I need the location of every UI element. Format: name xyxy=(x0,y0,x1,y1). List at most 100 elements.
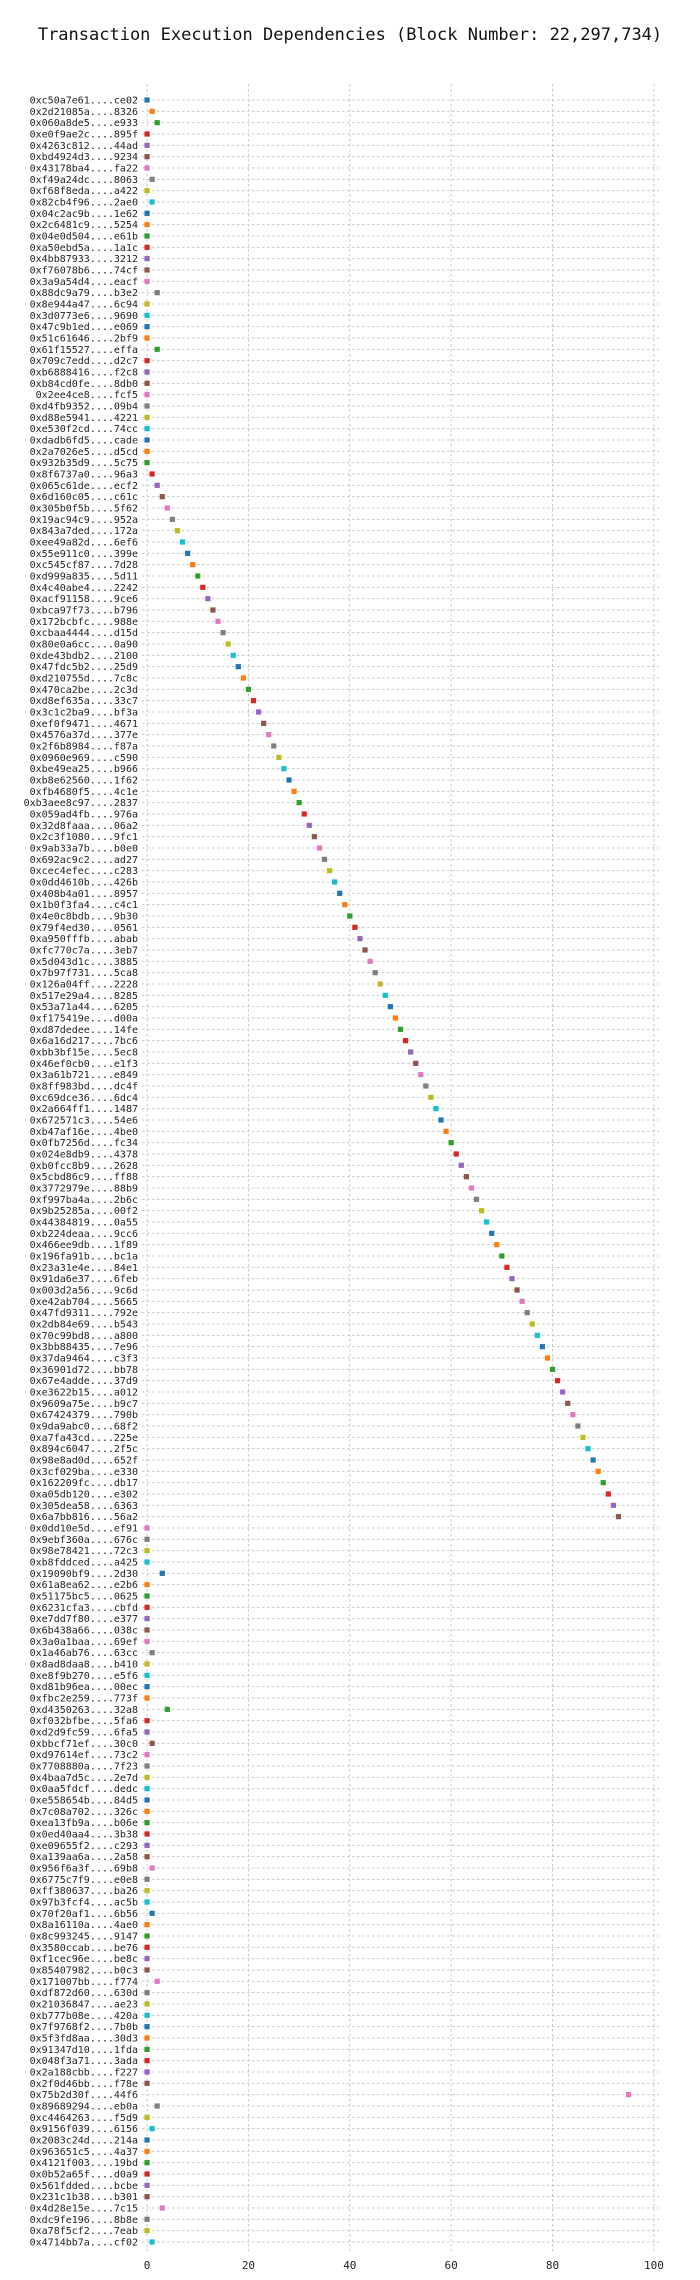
tx-label: 0x8ad8daa8....b410 xyxy=(30,1660,138,1671)
tx-label: 0xe530f2cd....74cc xyxy=(30,424,138,435)
tx-label: 0x894c6047....2f5c xyxy=(30,1444,138,1455)
data-point xyxy=(144,380,150,386)
tx-label: 0xbca97f73....b796 xyxy=(30,606,138,617)
data-point xyxy=(144,392,150,398)
data-point xyxy=(190,562,196,568)
data-point xyxy=(499,1253,505,1259)
data-point xyxy=(570,1412,576,1418)
data-point xyxy=(367,958,373,964)
tx-label: 0x692ac9c2....ad27 xyxy=(30,855,138,866)
data-point xyxy=(144,2001,150,2007)
tx-label: 0xd2d9fc59....6fa5 xyxy=(30,1728,138,1739)
tx-label: 0x3a9a54d4....eacf xyxy=(30,277,138,288)
tx-label: 0xd4fb9352....09b4 xyxy=(30,402,138,413)
tx-label: 0x9ebf360a....676c xyxy=(30,1535,138,1546)
data-point xyxy=(149,1865,155,1871)
data-point xyxy=(144,369,150,375)
tx-label: 0xdadb6fd5....cade xyxy=(30,436,138,447)
data-point xyxy=(154,346,160,352)
tx-label: 0x98e78421....72c3 xyxy=(30,1546,138,1557)
tx-label: 0x97b3fcf4....ac5b xyxy=(30,1898,138,1909)
tx-label: 0xcec4efec....c283 xyxy=(30,866,138,877)
tx-label: 0xf1cec96e....be8c xyxy=(30,1954,138,1965)
tx-label: 0xb0fcc8b9....2628 xyxy=(30,1161,138,1172)
data-point xyxy=(610,1502,616,1508)
tx-label: 0x53a71a44....6205 xyxy=(30,1002,138,1013)
data-point xyxy=(144,1684,150,1690)
grid-layer xyxy=(142,84,659,2254)
data-point xyxy=(144,1990,150,1996)
data-point xyxy=(154,120,160,126)
x-axis-ticks: 0 20 40 60 80 100 xyxy=(144,2259,664,2272)
tx-label: 0xdc9fe196....8b8e xyxy=(30,2215,138,2226)
tx-label: 0x9da9abc0....68f2 xyxy=(30,1422,138,1433)
data-point xyxy=(220,630,226,636)
data-point xyxy=(144,414,150,420)
data-point xyxy=(458,1162,464,1168)
tx-label: 0x466ee9db....1f89 xyxy=(30,1240,138,1251)
data-point xyxy=(539,1344,546,1350)
tx-label: 0x7f9768f2....7b0b xyxy=(30,2022,138,2033)
data-point xyxy=(235,664,241,670)
data-point xyxy=(144,2069,150,2075)
data-point xyxy=(144,2228,150,2234)
tx-label: 0x21036847....ae23 xyxy=(30,2000,138,2011)
tx-label: 0x172bcbfc....988e xyxy=(30,617,138,628)
data-point xyxy=(615,1514,622,1520)
tx-label: 0x126a04ff....2228 xyxy=(30,980,138,991)
data-point xyxy=(200,584,206,590)
data-point xyxy=(144,1616,150,1622)
data-point xyxy=(230,652,236,658)
tx-label: 0x4576a37d....377e xyxy=(30,730,138,741)
x-tick-label: 20 xyxy=(242,2259,255,2272)
tx-label: 0x0dd10e5d....ef91 xyxy=(30,1524,138,1535)
data-point xyxy=(413,1060,419,1066)
data-point xyxy=(154,1978,160,1984)
tx-label: 0xc69dce36....6dc4 xyxy=(30,1093,138,1104)
tx-label: 0x024e8db9....4378 xyxy=(30,1150,138,1161)
data-point xyxy=(144,460,150,466)
tx-label: 0x89689294....eb0a xyxy=(30,2102,138,2113)
data-points xyxy=(144,97,632,2245)
data-point xyxy=(144,2171,150,2177)
data-point xyxy=(144,2035,150,2041)
data-point xyxy=(286,777,292,783)
tx-label: 0xa139aa6a....2a58 xyxy=(30,1852,138,1863)
data-point xyxy=(326,868,333,874)
data-point xyxy=(144,2080,150,2086)
tx-label: 0xe558654b....84d5 xyxy=(30,1796,138,1807)
tx-label: 0x75b2d30f....44f6 xyxy=(30,2090,138,2101)
tx-label: 0xa7fa43cd....225e xyxy=(30,1433,138,1444)
tx-label: 0x0fb7256d....fc34 xyxy=(30,1138,138,1149)
tx-label: 0xef0f9471....4671 xyxy=(30,719,138,730)
data-point xyxy=(144,2160,150,2166)
data-point xyxy=(144,131,150,137)
data-point xyxy=(240,675,246,681)
tx-label: 0x7b97f731....5ca8 xyxy=(30,968,138,979)
data-point xyxy=(560,1389,566,1395)
data-point xyxy=(580,1434,586,1440)
data-point xyxy=(271,743,277,749)
data-point xyxy=(276,754,282,760)
data-point xyxy=(185,550,191,556)
data-point xyxy=(149,176,155,182)
data-point xyxy=(316,845,323,851)
tx-label: 0xdf872d60....630d xyxy=(30,1988,138,1999)
data-point xyxy=(144,1536,150,1542)
data-point xyxy=(215,618,221,624)
tx-label: 0x9b25285a....00f2 xyxy=(30,1206,138,1217)
data-point xyxy=(149,1650,155,1656)
data-point xyxy=(144,1593,150,1599)
data-point xyxy=(144,1786,150,1792)
data-point xyxy=(144,1763,150,1769)
tx-label: 0xa50ebd5a....1a1c xyxy=(30,243,138,254)
data-point xyxy=(301,811,307,817)
y-axis-labels: 0xc50a7e61....ce020x2d21085a....83260x06… xyxy=(24,96,138,2249)
data-point xyxy=(418,1072,424,1078)
tx-label: 0x04e0d504....e61b xyxy=(30,232,138,243)
tx-label: 0x065c61de....ecf2 xyxy=(30,481,138,492)
x-tick-label: 80 xyxy=(546,2259,559,2272)
data-point xyxy=(144,1752,150,1758)
tx-label: 0x2d21085a....8326 xyxy=(30,107,138,118)
tx-label: 0x3cf029ba....e330 xyxy=(30,1467,138,1478)
